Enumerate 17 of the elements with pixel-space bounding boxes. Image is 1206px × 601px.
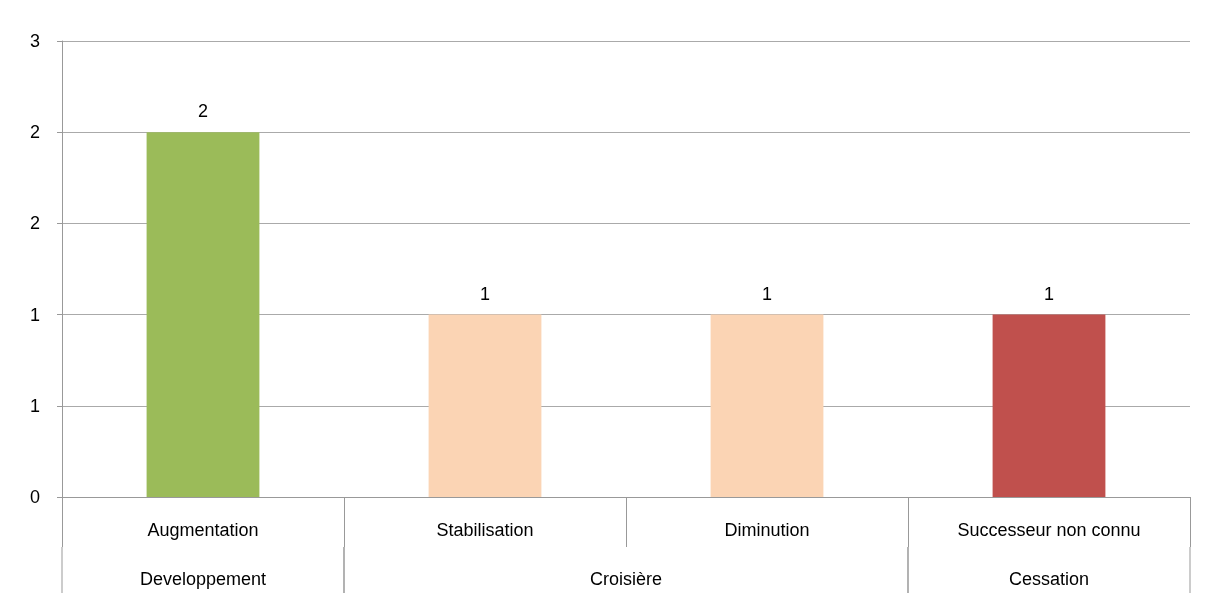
text: Croisière [589, 569, 663, 589]
data-label: 1 [479, 283, 491, 304]
data-label: 1 [761, 283, 773, 304]
y-tick-label: 1 [29, 395, 40, 416]
y-tick-label: 3 [29, 31, 40, 51]
text: Developpement [139, 569, 267, 589]
x-tick-label: Stabilisation [436, 520, 534, 540]
x-tick-label: Diminution [724, 520, 810, 540]
text: Cessation [1008, 569, 1090, 589]
data-label: 2 [197, 101, 209, 122]
x-tick-label: Augmentation [147, 520, 259, 540]
data-label: 1 [1043, 283, 1055, 304]
y-tick-label: 0 [29, 487, 40, 507]
y-tick-label: 1 [29, 304, 40, 325]
y-tick-label: 2 [29, 122, 40, 143]
x-tick-label: Successeur non connu [957, 520, 1141, 540]
y-tick-label: 2 [29, 213, 40, 234]
